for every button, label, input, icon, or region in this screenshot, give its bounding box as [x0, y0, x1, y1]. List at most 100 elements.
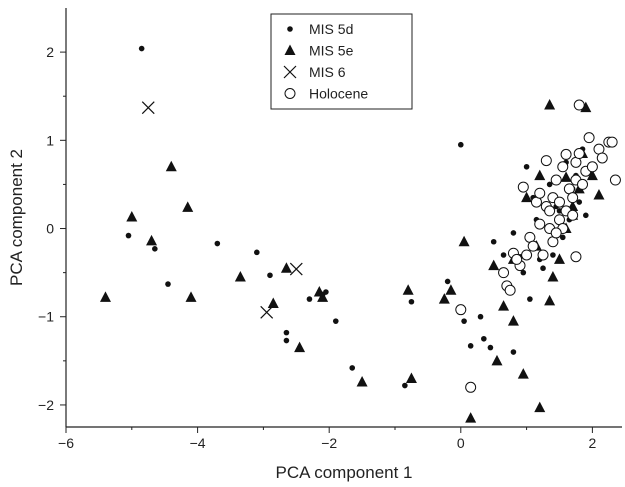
x-tick-label: −4: [190, 435, 206, 451]
data-point: [445, 284, 457, 295]
data-point: [283, 329, 290, 336]
data-point: [559, 234, 566, 241]
data-point: [306, 296, 313, 302]
data-point: [534, 169, 546, 181]
data-point: [577, 178, 589, 190]
x-tick-label: 2: [588, 435, 596, 451]
data-point: [465, 381, 477, 393]
data-point: [165, 160, 177, 172]
data-point: [461, 318, 467, 324]
legend-label: MIS 5e: [309, 43, 354, 59]
data-point: [521, 249, 533, 261]
series-mis-5e: [99, 99, 605, 423]
data-point: [517, 181, 529, 193]
data-point: [550, 174, 562, 186]
axis-labels: PCA component 1 PCA component 2: [7, 149, 413, 482]
y-tick-label: −1: [38, 309, 54, 325]
data-point: [267, 272, 273, 279]
data-point: [182, 201, 194, 212]
data-point: [544, 99, 556, 110]
data-point: [553, 196, 565, 208]
data-point: [586, 161, 598, 173]
data-point: [573, 99, 585, 111]
data-point: [544, 294, 556, 306]
data-point: [580, 101, 592, 113]
data-point: [487, 344, 494, 351]
y-tick-label: 2: [46, 44, 54, 60]
data-point: [438, 293, 450, 304]
data-point: [573, 148, 585, 160]
legend-marker: [283, 65, 297, 79]
data-point: [540, 155, 552, 167]
legend-label: Holocene: [309, 86, 368, 102]
data-point: [126, 211, 138, 222]
data-point: [567, 209, 579, 221]
data-point: [550, 227, 562, 239]
legend-label: MIS 6: [309, 64, 346, 80]
data-point: [260, 305, 274, 319]
x-tick-label: −2: [321, 435, 337, 451]
data-point: [500, 252, 507, 258]
data-point: [165, 281, 171, 287]
data-point: [125, 232, 132, 239]
data-point: [141, 101, 155, 115]
data-point: [498, 267, 510, 279]
data-point: [465, 412, 477, 423]
axes: −6 −4 −2 0 2 −2 −1 0 1 2: [38, 8, 622, 451]
data-point: [317, 291, 329, 302]
data-point: [267, 297, 279, 309]
x-tick-label: 0: [457, 435, 465, 451]
x-axis-label: PCA component 1: [275, 463, 412, 482]
data-point: [534, 401, 546, 413]
y-tick-label: −2: [38, 397, 54, 413]
data-point: [254, 249, 260, 256]
x-tick-label: −6: [58, 435, 74, 451]
data-point: [477, 313, 484, 320]
data-point: [481, 335, 487, 342]
data-point: [583, 132, 595, 144]
data-point: [507, 315, 519, 326]
data-point: [593, 189, 605, 200]
data-point: [488, 259, 500, 271]
data-point: [402, 284, 414, 295]
data-point: [596, 152, 608, 164]
data-point: [294, 341, 306, 353]
data-point: [576, 199, 583, 205]
data-point: [546, 181, 553, 188]
data-point: [504, 284, 516, 296]
data-point: [511, 253, 523, 265]
data-point: [402, 382, 408, 389]
data-point: [146, 234, 158, 246]
data-point: [349, 365, 356, 371]
data-point: [550, 252, 556, 258]
data-point: [557, 161, 569, 173]
data-point: [138, 45, 145, 52]
data-point: [521, 191, 533, 203]
y-tick-label: 1: [46, 132, 54, 148]
data-point: [289, 262, 303, 276]
data-point: [491, 354, 503, 366]
data-point: [527, 296, 533, 302]
data-point: [534, 218, 546, 230]
legend: MIS 5d MIS 5e MIS 6 Holocene: [270, 13, 413, 110]
data-point: [609, 174, 621, 186]
data-point: [567, 192, 579, 204]
data-point: [586, 169, 598, 181]
data-point: [99, 291, 111, 302]
legend-label: MIS 5d: [309, 21, 353, 37]
data-point: [356, 376, 368, 387]
data-point: [527, 240, 539, 252]
data-point: [408, 298, 415, 305]
data-point: [517, 368, 529, 379]
data-point: [537, 249, 549, 261]
data-point: [560, 148, 572, 160]
data-point: [323, 289, 329, 295]
data-point: [214, 240, 221, 247]
data-point: [523, 163, 530, 170]
data-point: [457, 141, 464, 148]
data-point: [444, 278, 451, 285]
data-point: [458, 235, 470, 247]
data-point: [280, 262, 292, 273]
data-point: [606, 136, 618, 148]
